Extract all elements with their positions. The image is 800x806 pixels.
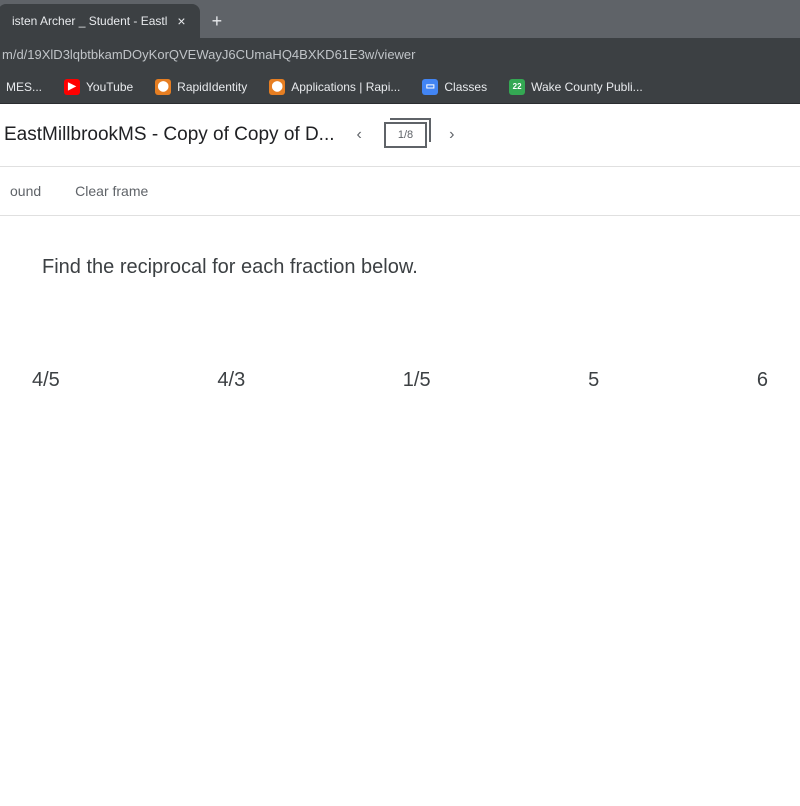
fraction-item: 1/5 xyxy=(403,369,431,392)
new-tab-button[interactable]: + xyxy=(200,5,235,38)
prev-slide-button[interactable]: ‹ xyxy=(349,122,370,148)
bookmark-rapididentity[interactable]: ⬤ RapidIdentity xyxy=(151,75,251,99)
toolbar-clear-frame-button[interactable]: Clear frame xyxy=(69,179,154,203)
bookmarks-bar: MES... ▶ YouTube ⬤ RapidIdentity ⬤ Appli… xyxy=(0,70,800,104)
fraction-item: 6 xyxy=(757,369,768,392)
fraction-item: 5 xyxy=(588,369,599,392)
document-title: EastMillbrookMS - Copy of Copy of D... xyxy=(4,124,335,146)
bookmark-classes[interactable]: ▭ Classes xyxy=(418,75,491,99)
bookmark-label: YouTube xyxy=(86,80,133,94)
slide-indicator[interactable]: 1/8 xyxy=(384,122,427,148)
bookmark-label: MES... xyxy=(6,80,42,94)
address-bar[interactable]: m/d/19XlD3lqbtbkamDOyKorQVEWayJ6CUmaHQ4B… xyxy=(0,38,800,70)
bookmark-label: Applications | Rapi... xyxy=(291,80,400,94)
tab-title: isten Archer _ Student - Eastl xyxy=(12,14,167,28)
document-header: EastMillbrookMS - Copy of Copy of D... ‹… xyxy=(0,104,800,167)
bookmark-label: Classes xyxy=(444,80,487,94)
fraction-item: 4/3 xyxy=(217,369,245,392)
classes-icon: ▭ xyxy=(422,79,438,95)
browser-tab-strip: isten Archer _ Student - Eastl × + xyxy=(0,0,800,38)
bookmark-wake-county[interactable]: 22 Wake County Publi... xyxy=(505,75,647,99)
bookmark-youtube[interactable]: ▶ YouTube xyxy=(60,75,137,99)
slide-content: Find the reciprocal for each fraction be… xyxy=(0,216,800,806)
wake-county-icon: 22 xyxy=(509,79,525,95)
next-slide-button[interactable]: › xyxy=(441,122,462,148)
question-text: Find the reciprocal for each fraction be… xyxy=(42,256,770,279)
bookmark-mes[interactable]: MES... xyxy=(2,76,46,98)
fraction-item: 4/5 xyxy=(32,369,60,392)
url-text: m/d/19XlD3lqbtbkamDOyKorQVEWayJ6CUmaHQ4B… xyxy=(0,47,416,62)
close-icon[interactable]: × xyxy=(177,13,185,29)
applications-icon: ⬤ xyxy=(269,79,285,95)
browser-tab[interactable]: isten Archer _ Student - Eastl × xyxy=(0,4,200,38)
bookmark-label: RapidIdentity xyxy=(177,80,247,94)
bookmark-applications[interactable]: ⬤ Applications | Rapi... xyxy=(265,75,404,99)
slide-position: 1/8 xyxy=(398,129,413,141)
youtube-icon: ▶ xyxy=(64,79,80,95)
fractions-row: 4/5 4/3 1/5 5 6 xyxy=(30,369,770,392)
rapididentity-icon: ⬤ xyxy=(155,79,171,95)
toolbar-background-button[interactable]: ound xyxy=(4,179,47,203)
document-toolbar: ound Clear frame xyxy=(0,167,800,216)
bookmark-label: Wake County Publi... xyxy=(531,80,643,94)
